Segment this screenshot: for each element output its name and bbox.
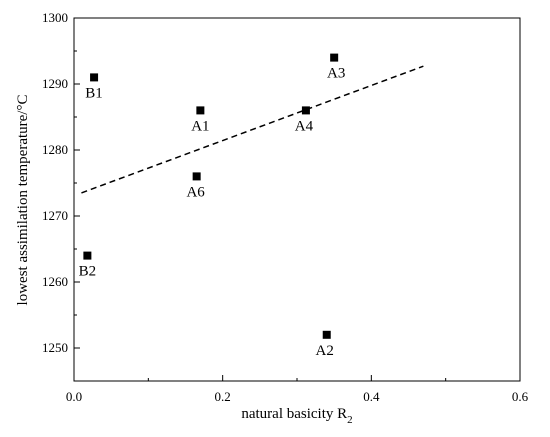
y-tick-label: 1300 — [42, 10, 68, 25]
x-axis-tick-labels: 0.0 0.2 0.4 0.6 — [66, 389, 529, 404]
axis-ticks — [73, 17, 521, 381]
plot-area-frame — [73, 17, 521, 382]
data-point-label: A2 — [316, 343, 334, 359]
data-point-label: B1 — [85, 85, 103, 101]
data-point-label: A4 — [295, 118, 314, 134]
data-points: B1 A1 A3 A4 A6 B2 A2 — [79, 53, 345, 359]
y-tick-label: 1260 — [42, 274, 68, 289]
data-point-label: B2 — [79, 264, 97, 280]
x-axis-title: natural basicity R2 — [241, 406, 352, 426]
data-point-marker — [301, 106, 310, 115]
data-point-marker — [83, 251, 92, 260]
x-tick-label: 0.4 — [363, 389, 380, 404]
x-tick-label: 0.2 — [215, 389, 231, 404]
data-point-marker — [330, 53, 339, 62]
data-point-marker — [196, 106, 205, 115]
data-point-label: A6 — [186, 184, 205, 200]
y-tick-label: 1280 — [42, 142, 68, 157]
y-tick-label: 1270 — [42, 208, 68, 223]
data-point-label: A1 — [191, 118, 209, 134]
y-tick-label: 1250 — [42, 340, 68, 355]
y-axis-title: lowest assimilation temperature/°C — [15, 95, 31, 306]
data-point-label: A3 — [327, 66, 345, 82]
data-point-marker — [322, 330, 331, 339]
y-tick-label: 1290 — [42, 76, 68, 91]
x-axis-title-text: natural basicity R — [241, 406, 347, 422]
data-point-marker — [192, 172, 201, 181]
y-axis-tick-labels: 1250 1260 1270 1280 1290 1300 — [42, 10, 68, 355]
data-point-marker — [90, 73, 99, 82]
x-tick-label: 0.0 — [66, 389, 82, 404]
trend-line — [81, 65, 424, 194]
x-axis-title-subscript: 2 — [347, 414, 353, 426]
x-tick-label: 0.6 — [512, 389, 529, 404]
